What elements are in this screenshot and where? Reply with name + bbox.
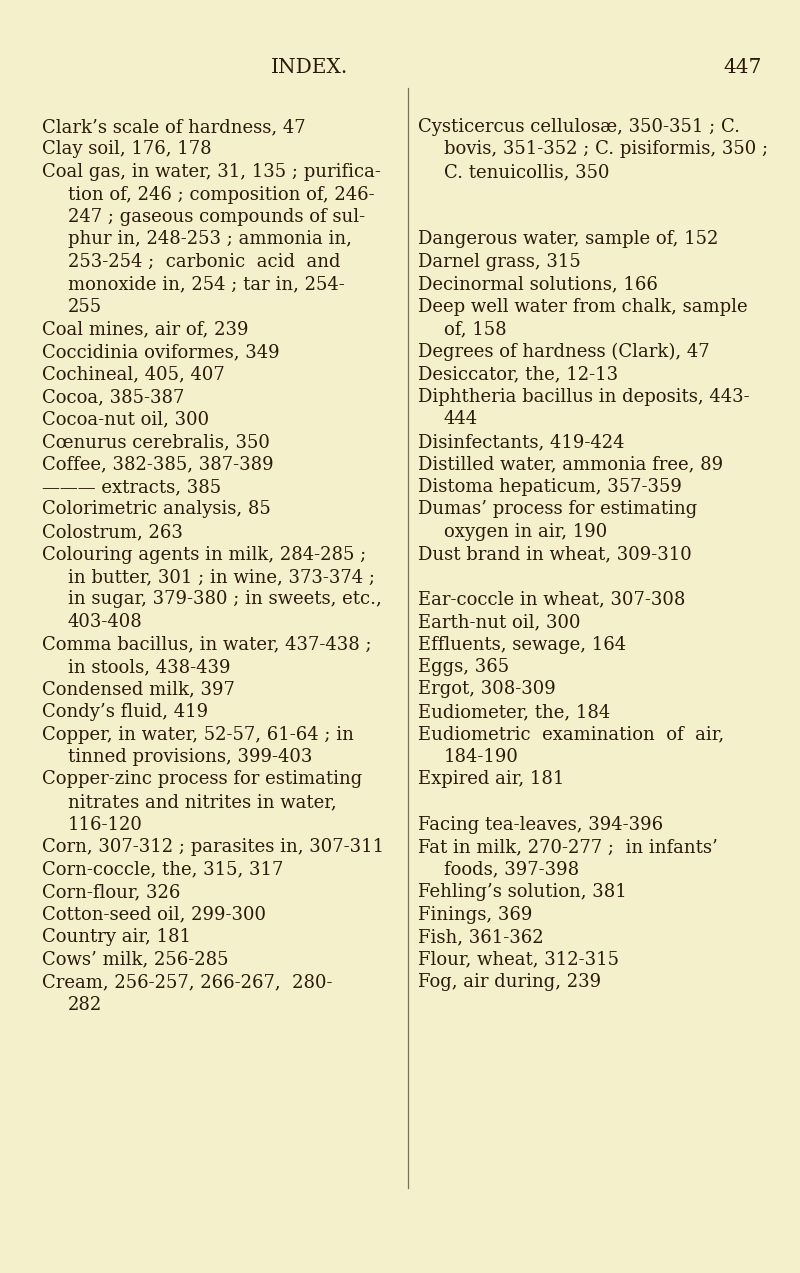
Text: 116-120: 116-120: [68, 816, 143, 834]
Text: phur in, 248-253 ; ammonia in,: phur in, 248-253 ; ammonia in,: [68, 230, 352, 248]
Text: Cream, 256-257, 266-267,  280-: Cream, 256-257, 266-267, 280-: [42, 973, 333, 990]
Text: Copper-zinc process for estimating: Copper-zinc process for estimating: [42, 770, 362, 788]
Text: Cœnurus cerebralis, 350: Cœnurus cerebralis, 350: [42, 433, 270, 451]
Text: Darnel grass, 315: Darnel grass, 315: [418, 253, 581, 271]
Text: Cows’ milk, 256-285: Cows’ milk, 256-285: [42, 951, 229, 969]
Text: Coffee, 382-385, 387-389: Coffee, 382-385, 387-389: [42, 456, 274, 474]
Text: 255: 255: [68, 298, 102, 316]
Text: in stools, 438-439: in stools, 438-439: [68, 658, 230, 676]
Text: Cochineal, 405, 407: Cochineal, 405, 407: [42, 365, 225, 383]
Text: Distilled water, ammonia free, 89: Distilled water, ammonia free, 89: [418, 456, 723, 474]
Text: Diphtheria bacillus in deposits, 443-: Diphtheria bacillus in deposits, 443-: [418, 388, 750, 406]
Text: Eggs, 365: Eggs, 365: [418, 658, 509, 676]
Text: ——— extracts, 385: ——— extracts, 385: [42, 477, 221, 496]
Text: Condensed milk, 397: Condensed milk, 397: [42, 681, 235, 699]
Text: tion of, 246 ; composition of, 246-: tion of, 246 ; composition of, 246-: [68, 186, 374, 204]
Text: 282: 282: [68, 995, 102, 1013]
Text: Disinfectants, 419-424: Disinfectants, 419-424: [418, 433, 625, 451]
Text: Fog, air during, 239: Fog, air during, 239: [418, 973, 601, 990]
Text: tinned provisions, 399-403: tinned provisions, 399-403: [68, 749, 312, 766]
Text: Colorimetric analysis, 85: Colorimetric analysis, 85: [42, 500, 270, 518]
Text: 403-408: 403-408: [68, 614, 142, 631]
Text: nitrates and nitrites in water,: nitrates and nitrites in water,: [68, 793, 337, 811]
Text: Corn-coccle, the, 315, 317: Corn-coccle, the, 315, 317: [42, 861, 283, 878]
Text: Coccidinia oviformes, 349: Coccidinia oviformes, 349: [42, 342, 280, 362]
Text: Fat in milk, 270-277 ;  in infants’: Fat in milk, 270-277 ; in infants’: [418, 838, 718, 855]
Text: Eudiometer, the, 184: Eudiometer, the, 184: [418, 703, 610, 721]
Text: Degrees of hardness (Clark), 47: Degrees of hardness (Clark), 47: [418, 342, 710, 362]
Text: Clay soil, 176, 178: Clay soil, 176, 178: [42, 140, 212, 159]
Text: monoxide in, 254 ; tar in, 254-: monoxide in, 254 ; tar in, 254-: [68, 275, 345, 294]
Text: Fish, 361-362: Fish, 361-362: [418, 928, 544, 946]
Text: Facing tea-leaves, 394-396: Facing tea-leaves, 394-396: [418, 816, 663, 834]
Text: Expired air, 181: Expired air, 181: [418, 770, 564, 788]
Text: Cotton-seed oil, 299-300: Cotton-seed oil, 299-300: [42, 905, 266, 923]
Text: Fehling’s solution, 381: Fehling’s solution, 381: [418, 883, 626, 901]
Text: Dust brand in wheat, 309-310: Dust brand in wheat, 309-310: [418, 546, 692, 564]
Text: Comma bacillus, in water, 437-438 ;: Comma bacillus, in water, 437-438 ;: [42, 635, 372, 653]
Text: Distoma hepaticum, 357-359: Distoma hepaticum, 357-359: [418, 477, 682, 496]
Text: C. tenuicollis, 350: C. tenuicollis, 350: [444, 163, 610, 181]
Text: Corn, 307-312 ; parasites in, 307-311: Corn, 307-312 ; parasites in, 307-311: [42, 838, 384, 855]
Text: 444: 444: [444, 410, 478, 429]
Text: INDEX.: INDEX.: [271, 59, 349, 76]
Text: Copper, in water, 52-57, 61-64 ; in: Copper, in water, 52-57, 61-64 ; in: [42, 726, 354, 743]
Text: Cysticercus cellulosæ, 350-351 ; C.: Cysticercus cellulosæ, 350-351 ; C.: [418, 118, 740, 136]
Text: Corn-flour, 326: Corn-flour, 326: [42, 883, 180, 901]
Text: Eudiometric  examination  of  air,: Eudiometric examination of air,: [418, 726, 724, 743]
Text: Coal gas, in water, 31, 135 ; purifica-: Coal gas, in water, 31, 135 ; purifica-: [42, 163, 381, 181]
Text: Deep well water from chalk, sample: Deep well water from chalk, sample: [418, 298, 748, 316]
Text: Dangerous water, sample of, 152: Dangerous water, sample of, 152: [418, 230, 718, 248]
Text: Condy’s fluid, 419: Condy’s fluid, 419: [42, 703, 208, 721]
Text: of, 158: of, 158: [444, 321, 506, 339]
Text: 247 ; gaseous compounds of sul-: 247 ; gaseous compounds of sul-: [68, 207, 365, 227]
Text: 253-254 ;  carbonic  acid  and: 253-254 ; carbonic acid and: [68, 253, 341, 271]
Text: Flour, wheat, 312-315: Flour, wheat, 312-315: [418, 951, 619, 969]
Text: Clark’s scale of hardness, 47: Clark’s scale of hardness, 47: [42, 118, 306, 136]
Text: Finings, 369: Finings, 369: [418, 905, 532, 923]
Text: Earth-nut oil, 300: Earth-nut oil, 300: [418, 614, 581, 631]
Text: Dumas’ process for estimating: Dumas’ process for estimating: [418, 500, 698, 518]
Text: Colouring agents in milk, 284-285 ;: Colouring agents in milk, 284-285 ;: [42, 546, 366, 564]
Text: bovis, 351-352 ; C. pisiformis, 350 ;: bovis, 351-352 ; C. pisiformis, 350 ;: [444, 140, 768, 159]
Text: Coal mines, air of, 239: Coal mines, air of, 239: [42, 321, 249, 339]
Text: Ergot, 308-309: Ergot, 308-309: [418, 681, 556, 699]
Text: Country air, 181: Country air, 181: [42, 928, 191, 946]
Text: Ear-coccle in wheat, 307-308: Ear-coccle in wheat, 307-308: [418, 591, 686, 608]
Text: Cocoa, 385-387: Cocoa, 385-387: [42, 388, 184, 406]
Text: Colostrum, 263: Colostrum, 263: [42, 523, 183, 541]
Text: in butter, 301 ; in wine, 373-374 ;: in butter, 301 ; in wine, 373-374 ;: [68, 568, 375, 586]
Text: in sugar, 379-380 ; in sweets, etc.,: in sugar, 379-380 ; in sweets, etc.,: [68, 591, 382, 608]
Text: foods, 397-398: foods, 397-398: [444, 861, 579, 878]
Text: Effluents, sewage, 164: Effluents, sewage, 164: [418, 635, 626, 653]
Text: Decinormal solutions, 166: Decinormal solutions, 166: [418, 275, 658, 294]
Text: 447: 447: [724, 59, 762, 76]
Text: 184-190: 184-190: [444, 749, 519, 766]
Text: oxygen in air, 190: oxygen in air, 190: [444, 523, 607, 541]
Text: Desiccator, the, 12-13: Desiccator, the, 12-13: [418, 365, 618, 383]
Text: Cocoa-nut oil, 300: Cocoa-nut oil, 300: [42, 410, 209, 429]
